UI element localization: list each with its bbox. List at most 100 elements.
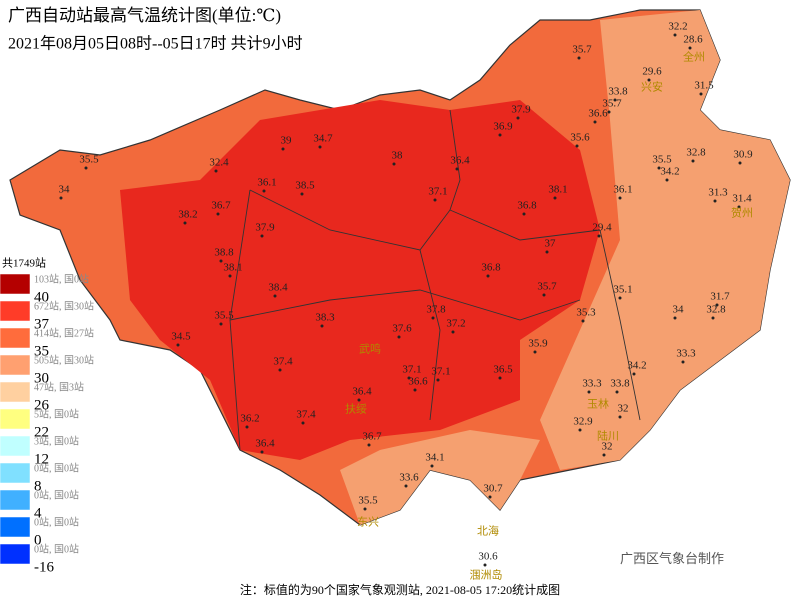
station-value: 33.8 [608,86,628,98]
station-value: 35.9 [528,338,548,350]
legend-bin: 4 [34,505,42,521]
station-value: 34 [673,304,685,316]
station-dot [455,167,459,171]
legend-count: 0站, 国0站 [34,488,79,501]
station-dot [647,78,651,82]
station-value: 36.7 [211,200,231,212]
station-dot [318,145,322,149]
station-dot [84,166,88,170]
station-value: 36.4 [450,155,470,167]
station-dot [301,421,305,425]
legend-count: 5站, 国0站 [34,407,79,420]
station-value: 38.3 [315,312,335,324]
station-value: 39 [281,135,293,147]
station-value: 35.7 [572,44,592,56]
legend-bin: 40 [34,289,49,305]
station-value: 38 [392,150,404,162]
station-dot [553,196,557,200]
credit: 广西区气象台制作 [620,551,724,566]
station-value: 34.2 [660,166,679,178]
station-value: 34 [59,184,71,196]
legend-swatch [0,354,31,376]
station-value: 38.8 [214,247,234,259]
station-dot [392,162,396,166]
station-dot [657,166,661,170]
station-dot [404,484,408,488]
legend-bin: 0 [34,532,42,548]
station-dot [665,178,669,182]
legend-count: 0站, 国0站 [34,461,79,474]
legend-swatch [0,543,31,565]
station-dot [715,303,719,307]
station-dot [407,376,411,380]
station-value: 30.6 [478,551,498,563]
station-value: 31.5 [694,80,714,92]
city-boundaries [229,109,641,451]
legend-bin: 37 [34,316,50,332]
station-dot [273,294,277,298]
station-value: 31.7 [710,291,730,303]
legend-swatch [0,516,31,538]
station-dot [533,350,537,354]
legend-count: 103站, 国0站 [34,272,89,285]
legend-bin: 30 [34,370,49,386]
station-dot [483,563,487,567]
station-value: 32 [618,403,629,415]
station-value: 31.4 [732,193,752,205]
station-dot [357,398,361,402]
station-dot [578,428,582,432]
station-dot [486,274,490,278]
station-value: 36.6 [408,376,428,388]
station-value: 33.6 [399,472,419,484]
legend-bin: 12 [34,451,49,467]
station-value: 37.9 [511,104,531,116]
station-dot [397,335,401,339]
place-name: 玉林 [587,397,609,411]
station-dot [618,196,622,200]
station-value: 34.7 [313,133,333,145]
station-value: 36.4 [352,386,372,398]
station-dot [688,46,692,50]
station-dot [587,390,591,394]
place-name: 东兴 [357,516,379,529]
station-dot [363,507,367,511]
station-dot [214,169,218,173]
station-dot [577,56,581,60]
station-value: 32.8 [686,147,706,159]
place-name: 北海 [477,524,499,538]
station-dot [711,316,715,320]
station-value: 36.6 [588,108,608,120]
station-dot [433,198,437,202]
station-dot [281,147,285,151]
station-value: 36.7 [362,431,382,443]
legend-count: 505站, 国30站 [34,353,94,366]
station-value: 37.6 [392,323,412,335]
station-value: 35.7 [537,281,557,293]
station-dot [278,368,282,372]
station-dot [673,33,677,37]
station-value: 35.6 [570,132,590,144]
station-value: 36.1 [257,177,276,189]
station-dot [602,453,606,457]
station-value: 35.3 [576,307,596,319]
station-dot [632,372,636,376]
station-value: 36.5 [493,364,513,376]
station-value: 29.6 [642,66,662,78]
subtitle: 2021年08月05日08时--05日17时 共计9小时 [8,35,303,53]
legend-swatch [0,381,31,403]
station-value: 32.9 [573,416,593,428]
station-dot [498,376,502,380]
station-value: 32.8 [706,304,726,316]
station-value: 38.5 [295,180,315,192]
station-value: 30.9 [733,149,753,161]
station-dot [581,319,585,323]
station-dot [183,221,187,225]
station-value: 34.5 [171,331,191,343]
station-dot [615,390,619,394]
place-name: 武鸣 [359,342,381,356]
station-value: 34.1 [425,452,444,464]
coast-zone [340,430,540,525]
station-dot [498,133,502,137]
station-dot [430,464,434,468]
